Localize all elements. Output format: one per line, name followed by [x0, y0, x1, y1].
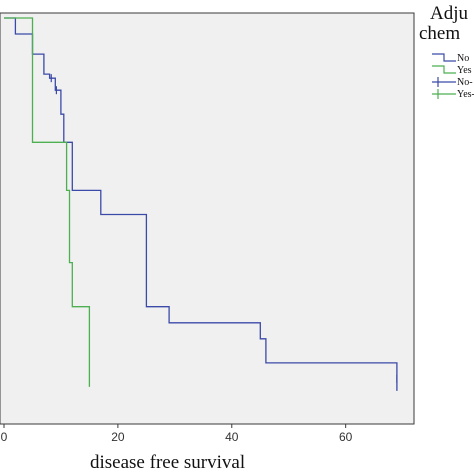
legend-swatch-2 [432, 77, 456, 87]
series-layer [4, 17, 398, 391]
x-axis: 0 20 40 60 [1, 424, 353, 444]
legend-swatch-3 [432, 89, 456, 99]
legend-label-0: No [457, 53, 469, 64]
legend-label-3: Yes- [457, 89, 474, 100]
legend-swatch-1 [432, 65, 456, 74]
series-line-1 [4, 17, 91, 387]
x-axis-label: disease free survival [90, 452, 245, 473]
legend-label-2: No- [457, 77, 473, 88]
legend-title-line-2: chem [419, 23, 460, 44]
x-tick-label-1: 20 [111, 430, 125, 444]
legend-title-line-1: Adju [430, 3, 469, 24]
x-tick-label-3: 60 [339, 430, 353, 444]
legend-swatch-0 [432, 53, 456, 62]
legend-label-1: Yes [457, 65, 472, 76]
x-tick-label-2: 40 [225, 430, 239, 444]
x-tick-label-0: 0 [1, 430, 8, 444]
